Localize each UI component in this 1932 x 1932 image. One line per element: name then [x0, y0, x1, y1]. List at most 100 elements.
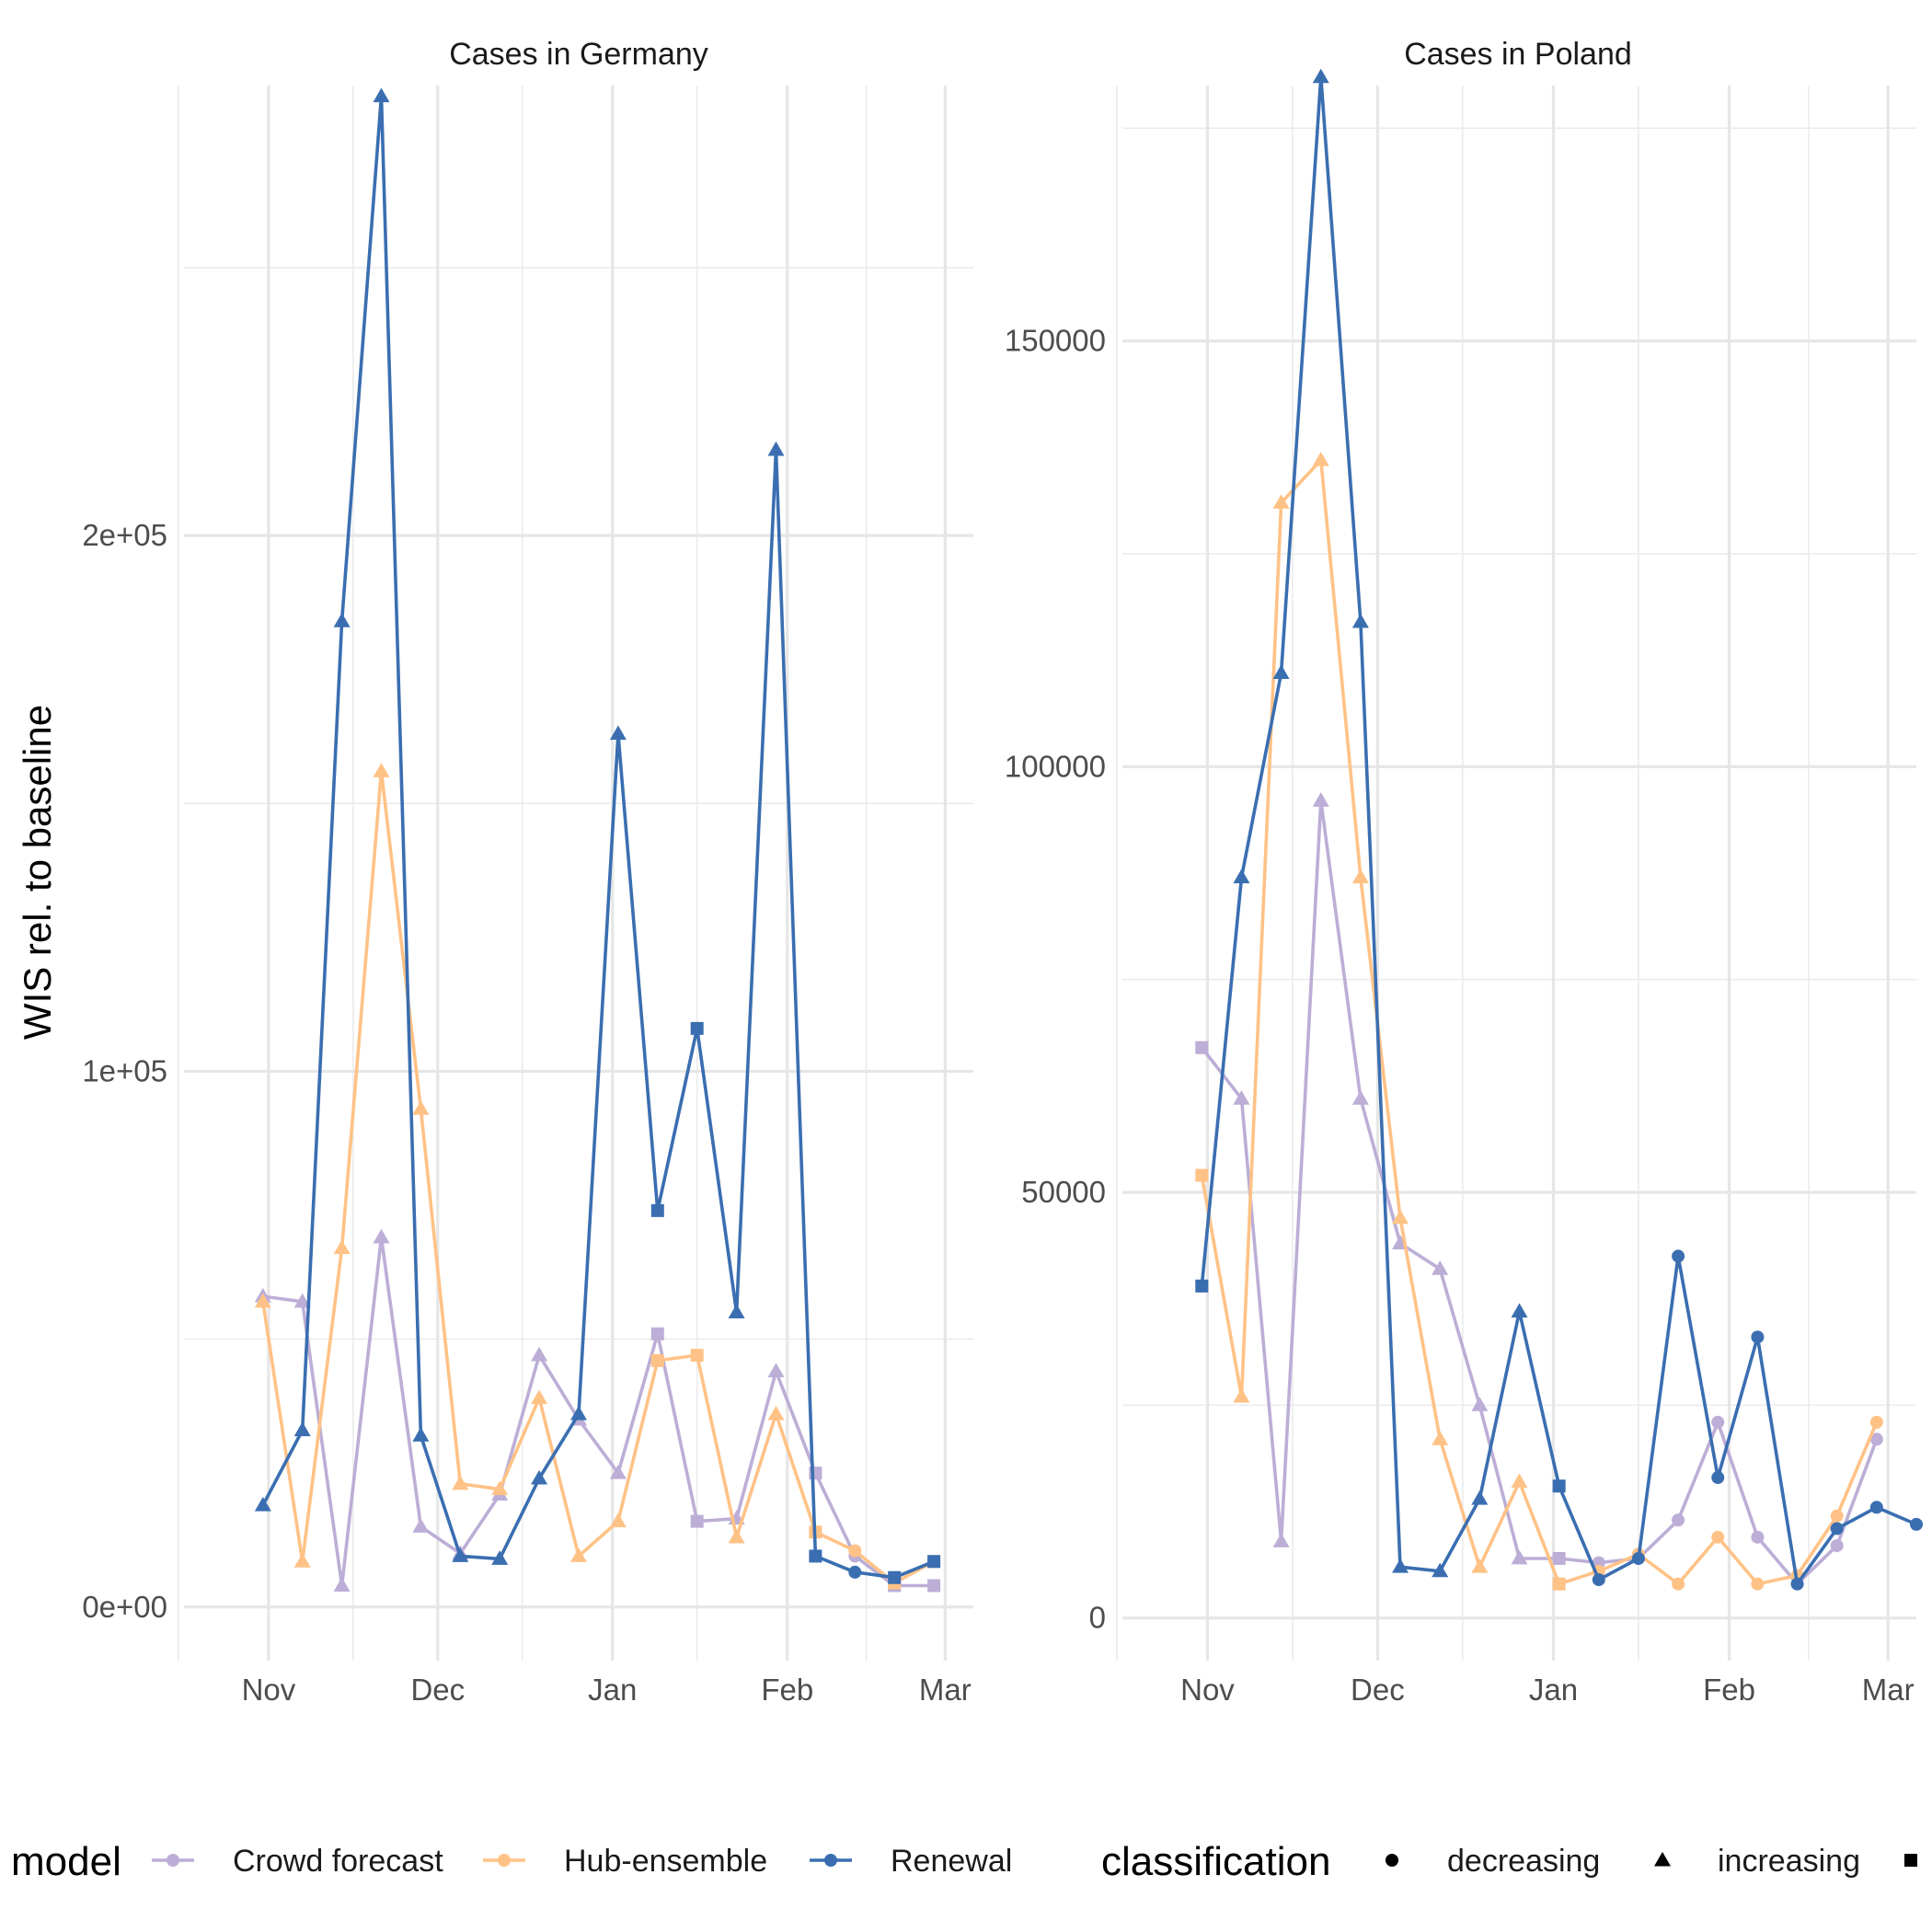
data-point [1272, 494, 1290, 509]
legend-key-dot [498, 1854, 511, 1867]
y-tick-label: 2e+05 [82, 518, 167, 552]
series-hub-ensemble [254, 763, 941, 1590]
legend-item-renewal: Renewal [810, 1844, 1012, 1879]
x-tick-label: Nov [242, 1673, 296, 1707]
series-line [1200, 458, 1879, 1586]
data-point [1751, 1330, 1765, 1344]
data-point [333, 1577, 351, 1592]
data-point [373, 763, 390, 777]
x-tick-label: Dec [410, 1673, 465, 1707]
data-point [1312, 451, 1329, 466]
x-tick-label: Dec [1351, 1673, 1405, 1707]
data-point [650, 1203, 664, 1217]
data-point [767, 1405, 785, 1420]
data-point [1392, 1558, 1409, 1573]
data-point [1711, 1530, 1725, 1544]
legend-item-increasing: increasing [1654, 1844, 1860, 1879]
x-tick-label: Mar [1862, 1673, 1915, 1707]
data-point [609, 1465, 627, 1479]
data-point [1552, 1479, 1566, 1493]
data-point [373, 87, 390, 103]
data-point [1351, 613, 1369, 628]
data-point [1751, 1530, 1765, 1544]
data-point [1672, 1249, 1685, 1263]
series-crowd-forecast [1195, 792, 1883, 1591]
data-point [570, 1405, 587, 1420]
data-point [809, 1549, 822, 1563]
data-point [767, 1363, 785, 1378]
data-point [491, 1480, 509, 1496]
legend-title-model: model [11, 1839, 121, 1884]
legend-item-hub-ensemble: Hub-ensemble [483, 1844, 767, 1879]
legend-item-square-icon [1904, 1854, 1917, 1867]
x-tick-label: Nov [1180, 1673, 1235, 1707]
y-tick-label: 1e+05 [82, 1053, 167, 1087]
y-tick-label: 150000 [1005, 324, 1106, 358]
data-point [1195, 1041, 1209, 1054]
y-tick-label: 50000 [1021, 1175, 1106, 1209]
data-point [1272, 664, 1290, 680]
panel-title: Cases in Poland [1404, 37, 1632, 72]
data-point [254, 1293, 271, 1308]
data-point [1672, 1513, 1685, 1527]
data-point [1869, 1432, 1883, 1446]
x-tick-label: Jan [588, 1673, 637, 1707]
data-point [848, 1565, 862, 1579]
data-point [491, 1550, 509, 1565]
data-point [1471, 1489, 1489, 1505]
data-point [690, 1349, 704, 1363]
data-point [1233, 1090, 1250, 1105]
data-point [452, 1475, 469, 1490]
square-icon [1904, 1854, 1917, 1867]
series-hub-ensemble [1195, 451, 1883, 1591]
data-point [1511, 1473, 1528, 1489]
data-point [1751, 1577, 1765, 1591]
data-point [570, 1547, 587, 1562]
data-point [531, 1389, 548, 1405]
x-tick-label: Mar [919, 1673, 972, 1707]
data-point [1312, 68, 1329, 84]
data-point [609, 725, 627, 741]
legend-label: Renewal [891, 1844, 1012, 1879]
data-point [927, 1555, 941, 1569]
x-tick-label: Feb [1703, 1673, 1755, 1707]
data-point [1631, 1551, 1645, 1565]
legend-key-dot [824, 1854, 837, 1867]
data-point [293, 1293, 311, 1308]
data-point [650, 1327, 664, 1340]
data-point [333, 1239, 351, 1255]
data-point [728, 1304, 745, 1318]
legend-label: increasing [1718, 1844, 1860, 1879]
data-point [452, 1547, 469, 1562]
panel-title: Cases in Germany [449, 37, 708, 72]
data-point [1910, 1517, 1923, 1531]
data-point [1830, 1539, 1844, 1553]
data-point [293, 1421, 311, 1437]
data-point [728, 1528, 745, 1544]
data-point [1552, 1551, 1566, 1565]
data-point [767, 441, 785, 456]
legend-label: decreasing [1447, 1844, 1600, 1879]
data-point [1272, 1533, 1290, 1547]
data-point [1830, 1522, 1844, 1535]
panel-cases-in-poland: Cases in Poland 0 50000 100000 150000 Nov Dec J… [1005, 37, 1923, 1707]
data-point [1432, 1431, 1449, 1445]
data-point [1233, 1387, 1250, 1403]
data-point [1511, 1303, 1528, 1318]
series-renewal [254, 87, 941, 1584]
data-point [373, 1228, 390, 1244]
data-point [412, 1427, 430, 1442]
data-point [1830, 1509, 1844, 1523]
legend-title-classification: classification [1101, 1839, 1330, 1884]
panel-cases-in-germany: Cases in Germany 0e+00 1e+05 2e+05 Nov Dec Jan… [82, 37, 973, 1707]
gridlines [178, 86, 973, 1661]
legend-item-decreasing: decreasing [1386, 1844, 1600, 1879]
legend-key-dot [167, 1854, 179, 1867]
data-point [690, 1021, 704, 1035]
legend-label: Hub-ensemble [564, 1844, 767, 1879]
data-point [1195, 1168, 1209, 1182]
data-point [254, 1496, 271, 1512]
circle-icon [1386, 1854, 1398, 1867]
data-point [1351, 868, 1369, 884]
x-tick-label: Jan [1529, 1673, 1578, 1707]
